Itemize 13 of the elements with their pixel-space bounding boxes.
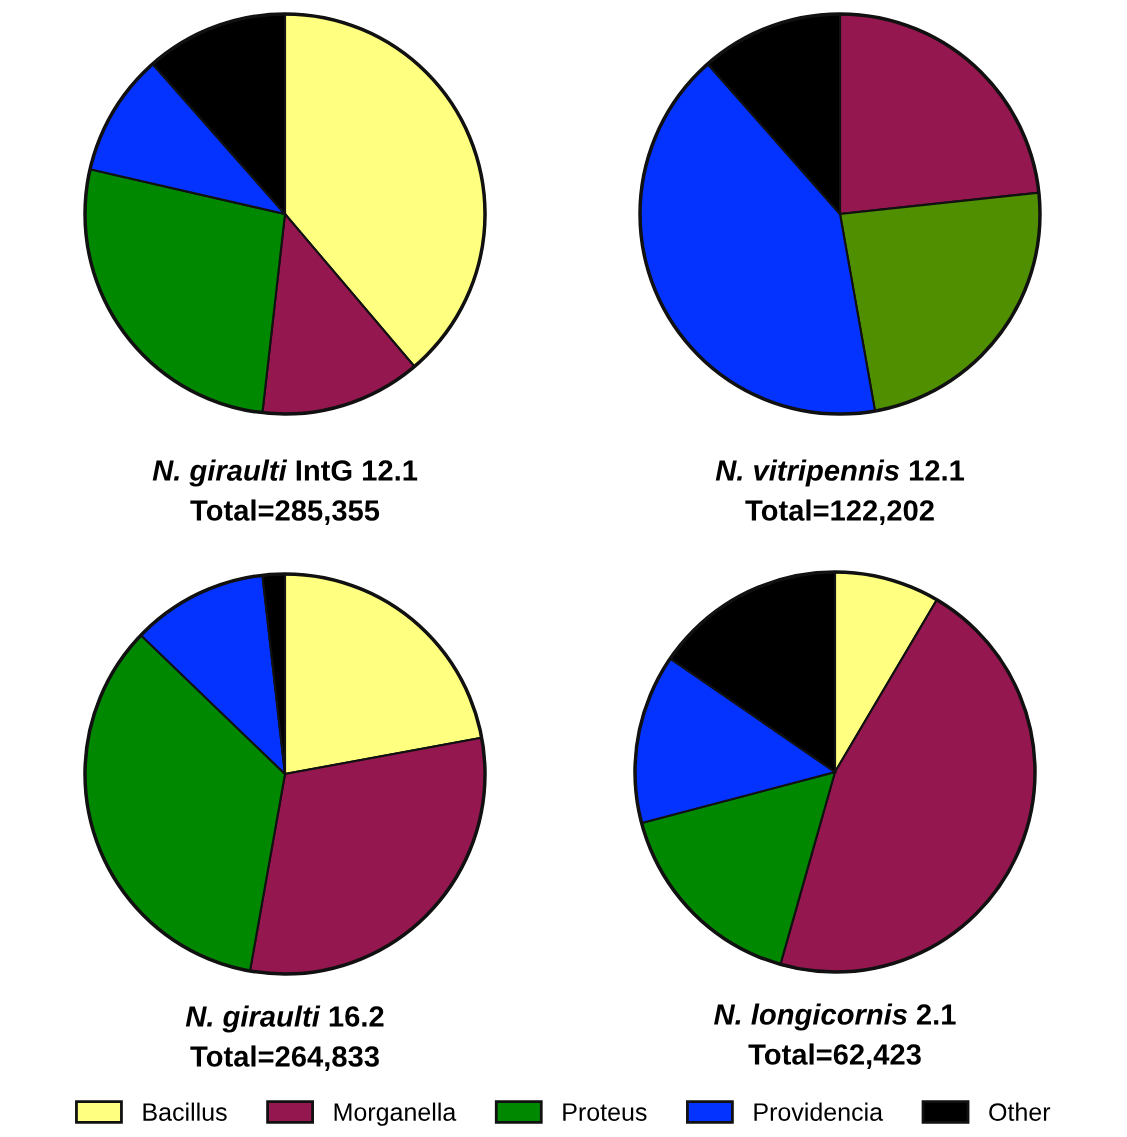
legend-label: Morganella xyxy=(334,1102,457,1126)
text: Total=122,202 xyxy=(745,499,934,526)
text: N. giraulti IntG 12.1 xyxy=(152,459,418,487)
text: N. longicornis 2.1 xyxy=(714,1003,956,1031)
legend-label: Other xyxy=(989,1102,1051,1121)
text: Total=62,423 xyxy=(748,1043,921,1070)
text: Total=264,833 xyxy=(190,1045,379,1072)
text: N. giraulti 16.2 xyxy=(185,1005,384,1033)
legend-label: Providencia xyxy=(754,1102,884,1121)
text: Total=285,355 xyxy=(190,499,380,526)
legend-label: Bacillus xyxy=(143,1102,227,1121)
text: N. vitripennis 12.1 xyxy=(715,459,965,487)
legend-label: Proteus xyxy=(563,1103,647,1121)
